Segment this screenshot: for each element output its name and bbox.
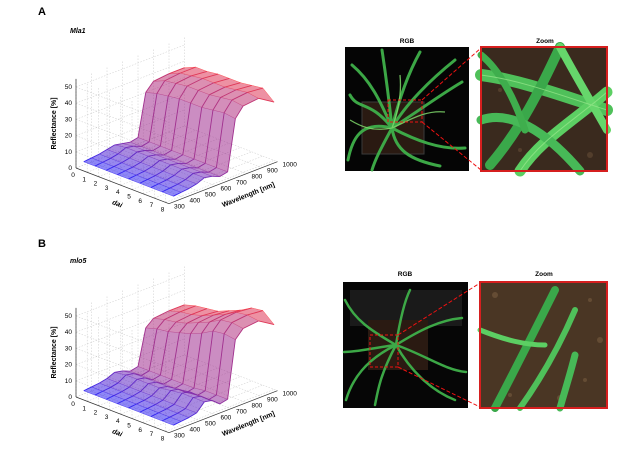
chart-b-y-tick-label: 500 bbox=[205, 421, 216, 428]
rgb-image-a bbox=[345, 47, 469, 171]
chart-a-z-tick-label: 20 bbox=[65, 133, 73, 140]
chart-b-y-tick-label: 800 bbox=[251, 403, 262, 410]
chart-a-y-tick-label: 300 bbox=[174, 204, 185, 211]
chart-b-z-tick-label: 50 bbox=[65, 313, 73, 320]
zoom-image-b bbox=[480, 282, 607, 408]
panel-letter-a: A bbox=[38, 6, 46, 18]
chart-a-y-tick-label: 1000 bbox=[282, 162, 297, 169]
chart-b-x-tick-label: 2 bbox=[94, 410, 98, 417]
rgb-label-b: RGB bbox=[398, 271, 413, 278]
chart-a-surface bbox=[84, 67, 274, 196]
chart-b-z-tick-label: 10 bbox=[65, 378, 73, 385]
chart-b-x-axis-label: dai bbox=[111, 428, 124, 439]
chart-a-y-tick-label: 800 bbox=[251, 174, 262, 181]
chart-b-y-tick-label: 400 bbox=[189, 427, 200, 434]
chart-a-x-tick-label: 1 bbox=[82, 176, 86, 183]
chart-b-x-tick-label: 1 bbox=[82, 405, 86, 412]
chart-b-y-tick-label: 700 bbox=[236, 409, 247, 416]
chart-a-x-axis-label: dai bbox=[111, 199, 124, 210]
zoom-label-a: Zoom bbox=[536, 38, 554, 45]
chart-b-x-tick-label: 7 bbox=[150, 431, 154, 438]
chart-a-z-tick-label: 0 bbox=[68, 165, 72, 172]
zoom-image-a bbox=[481, 47, 607, 171]
chart-b-y-tick-label: 600 bbox=[220, 415, 231, 422]
chart-b-z-axis-label: Reflectance [%] bbox=[51, 326, 58, 378]
chart-a-y-tick-label: 400 bbox=[189, 198, 200, 205]
rgb-image-b bbox=[343, 282, 468, 408]
chart-a-y-tick-label: 900 bbox=[267, 168, 278, 175]
zoom-label-b: Zoom bbox=[535, 271, 553, 278]
chart-a-z-axis-label: Reflectance [%] bbox=[51, 97, 58, 149]
chart-b-x-tick-label: 8 bbox=[161, 435, 165, 442]
chart-b-y-tick-label: 1000 bbox=[282, 391, 297, 398]
chart-b-z-tick-label: 30 bbox=[65, 345, 73, 352]
chart-b-x-tick-label: 5 bbox=[127, 423, 131, 430]
chart-a-x-tick-label: 8 bbox=[161, 206, 165, 213]
chart-a-y-tick-label: 600 bbox=[220, 186, 231, 193]
chart-a-x-tick-label: 4 bbox=[116, 189, 120, 196]
genotype-label-b: mlo5 bbox=[70, 258, 86, 265]
chart-b-x-tick-label: 0 bbox=[71, 401, 75, 408]
chart-a-z-tick-label: 30 bbox=[65, 116, 73, 123]
chart-b-x-tick-label: 6 bbox=[138, 427, 142, 434]
chart-a-y-tick-label: 700 bbox=[236, 180, 247, 187]
chart-a-y-tick-label: 500 bbox=[205, 192, 216, 199]
rgb-label-a: RGB bbox=[400, 38, 415, 45]
chart-b-surface bbox=[84, 305, 274, 425]
chart-a-x-tick-label: 5 bbox=[127, 194, 131, 201]
chart-b-z-tick-label: 0 bbox=[68, 394, 72, 401]
chart-b-z-tick-label: 40 bbox=[65, 329, 73, 336]
chart-b-y-tick-label: 900 bbox=[267, 397, 278, 404]
chart-a-z-tick-label: 10 bbox=[65, 149, 73, 156]
chart-b-x-tick-label: 3 bbox=[105, 414, 109, 421]
panel-letter-b: B bbox=[38, 238, 46, 250]
chart-a-x-tick-label: 0 bbox=[71, 172, 75, 179]
chart-a-x-tick-label: 3 bbox=[105, 185, 109, 192]
chart-b-y-tick-label: 300 bbox=[174, 433, 185, 440]
chart-a-x-tick-label: 2 bbox=[94, 181, 98, 188]
chart-a-z-tick-label: 50 bbox=[65, 84, 73, 91]
chart-a-z-tick-label: 40 bbox=[65, 100, 73, 107]
chart-b-x-tick-label: 4 bbox=[116, 418, 120, 425]
genotype-label-a: Mla1 bbox=[70, 28, 86, 35]
chart-a-x-tick-label: 6 bbox=[138, 198, 142, 205]
chart-b-z-tick-label: 20 bbox=[65, 362, 73, 369]
chart-a-x-tick-label: 7 bbox=[150, 202, 154, 209]
